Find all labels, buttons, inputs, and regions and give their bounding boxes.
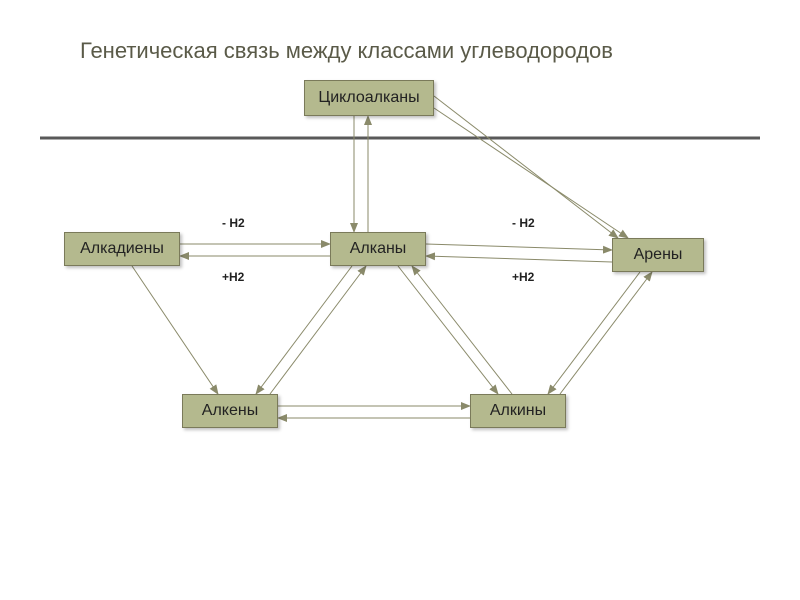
node-alkenes: Алкены <box>182 394 278 428</box>
node-label: Алканы <box>350 240 407 258</box>
node-label: Циклоалканы <box>318 89 419 107</box>
node-alkynes: Алкины <box>470 394 566 428</box>
edge-label-0: - H2 <box>222 216 245 230</box>
node-cycloalkanes: Циклоалканы <box>304 80 434 116</box>
node-label: Алкины <box>490 402 546 420</box>
edge-label-2: - H2 <box>512 216 535 230</box>
node-arenes: Арены <box>612 238 704 272</box>
edge-label-3: +H2 <box>512 270 534 284</box>
node-alkanes: Алканы <box>330 232 426 266</box>
node-label: Арены <box>634 246 683 264</box>
node-alkadienes: Алкадиены <box>64 232 180 266</box>
node-label: Алкены <box>202 402 258 420</box>
edge-label-1: +H2 <box>222 270 244 284</box>
node-label: Алкадиены <box>80 240 164 258</box>
page-title: Генетическая связь между классами углево… <box>80 38 613 64</box>
